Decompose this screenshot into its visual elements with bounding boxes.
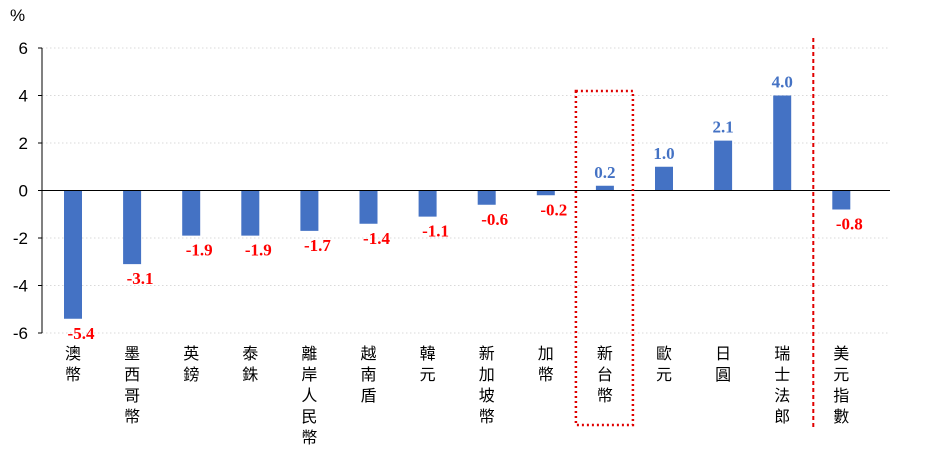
y-unit-label: % xyxy=(10,6,25,25)
category-label: 瑞士法郎 xyxy=(774,344,790,426)
category-label: 泰銖 xyxy=(242,344,258,384)
category-labels: 澳幣 墨西哥幣 英鎊 泰銖 離岸人民幣 越南盾 韓元 新加坡幣 加幣 新台幣 歐元 日圓 瑞士法郎 美元指… xyxy=(65,344,849,447)
category-label: 韓元 xyxy=(420,344,436,384)
bar xyxy=(182,190,201,236)
category-label: 美元指數 xyxy=(833,344,849,426)
category-label: 越南盾 xyxy=(360,344,376,405)
bar xyxy=(595,185,614,191)
gridlines xyxy=(38,47,890,334)
category-label: 澳幣 xyxy=(65,344,81,384)
bar xyxy=(773,95,792,191)
category-label: 新加坡幣 xyxy=(479,344,495,426)
y-tick-label: -6 xyxy=(13,324,28,343)
data-labels: -5.4 -3.1 -1.9 -1.9 -1.7 -1.4 -1.1 -0.6 -0.2 0.2 1… xyxy=(68,73,863,343)
y-tick-label: -4 xyxy=(13,277,28,296)
data-label: 4.0 xyxy=(772,73,793,92)
data-label: -0.2 xyxy=(540,200,567,219)
category-label: 歐元 xyxy=(656,344,672,384)
y-tick-label: 4 xyxy=(19,87,28,106)
bar xyxy=(832,190,851,210)
data-label: -1.1 xyxy=(422,222,449,241)
bar xyxy=(477,190,496,205)
bar xyxy=(64,190,82,319)
y-tick-label: 2 xyxy=(19,134,28,153)
data-label: -1.4 xyxy=(363,229,390,248)
category-label: 離岸人民幣 xyxy=(301,344,317,447)
bar xyxy=(655,166,673,191)
category-label: 墨西哥幣 xyxy=(124,344,140,426)
data-label: -0.6 xyxy=(481,210,508,229)
bar xyxy=(714,140,733,191)
bars xyxy=(64,95,851,319)
data-label: -1.9 xyxy=(245,241,272,260)
y-tick-label: -2 xyxy=(13,229,28,248)
data-label: 0.2 xyxy=(594,163,615,182)
bar xyxy=(300,190,319,231)
bar xyxy=(241,190,260,236)
highlight-marks xyxy=(574,38,815,428)
bar xyxy=(359,190,378,224)
data-label: 1.0 xyxy=(653,144,674,163)
category-label: 日圓 xyxy=(715,344,731,384)
data-label: -5.4 xyxy=(68,324,95,343)
axes: % xyxy=(10,6,890,333)
category-label: 加幣 xyxy=(538,344,554,384)
y-tick-label: 6 xyxy=(19,39,28,58)
data-label: -1.9 xyxy=(186,241,213,260)
bar xyxy=(418,190,437,217)
bar xyxy=(536,190,555,196)
category-label: 英鎊 xyxy=(183,344,199,384)
highlight-box xyxy=(574,89,635,427)
data-label: -0.8 xyxy=(836,215,863,234)
data-label: -1.7 xyxy=(304,236,331,255)
data-label: 2.1 xyxy=(712,118,733,137)
data-label: -3.1 xyxy=(127,269,154,288)
y-tick-label: 0 xyxy=(19,182,28,201)
y-tick-labels: 6 4 2 0 -2 -4 -6 xyxy=(13,39,28,343)
bar xyxy=(123,190,142,265)
category-label: 新台幣 xyxy=(597,344,613,405)
